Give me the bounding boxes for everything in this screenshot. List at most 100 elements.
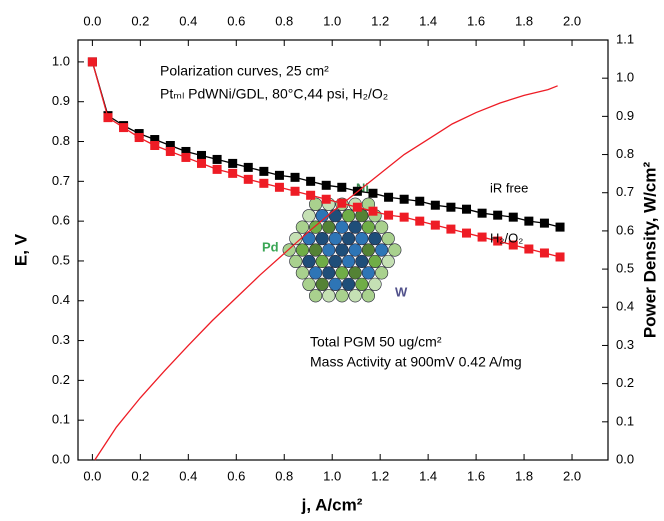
data-point <box>290 186 300 196</box>
atom <box>361 289 376 303</box>
data-point <box>274 182 284 192</box>
nanoparticle-icon <box>282 197 402 303</box>
atom <box>309 197 323 211</box>
data-point <box>524 244 534 254</box>
x2-tick-label: 0.2 <box>131 13 149 28</box>
atom <box>361 220 376 234</box>
y-tick-label: 0.5 <box>52 252 70 267</box>
atom <box>289 254 303 269</box>
y-tick-label: 0.9 <box>52 93 70 108</box>
x-tick-label: 1.2 <box>371 468 389 483</box>
data-point <box>243 174 253 184</box>
x2-tick-label: 0.4 <box>179 13 197 28</box>
x-tick-label: 0.0 <box>83 468 101 483</box>
atom <box>335 266 349 280</box>
x-axis-title: j, A/cm² <box>301 495 363 514</box>
y-tick-label: 0.6 <box>52 213 70 228</box>
x2-tick-label: 2.0 <box>563 13 581 28</box>
atom <box>348 220 362 234</box>
series-label: H₂/O₂ <box>490 230 523 245</box>
x2-tick-label: 0.8 <box>275 13 293 28</box>
atom <box>328 231 343 246</box>
data-point <box>165 146 175 156</box>
atom <box>381 254 395 269</box>
data-point <box>181 146 191 156</box>
data-point <box>274 170 284 180</box>
annotation: Total PGM 50 ug/cm² <box>310 334 442 350</box>
y2-tick-label: 0.2 <box>616 375 634 390</box>
data-point <box>399 194 409 204</box>
atom <box>315 254 329 269</box>
atom <box>322 220 336 234</box>
data-point <box>477 232 487 242</box>
atom <box>361 266 376 280</box>
x-tick-label: 0.6 <box>227 468 245 483</box>
atom <box>315 277 329 291</box>
data-point <box>555 252 565 262</box>
atom <box>348 266 362 280</box>
data-point <box>415 216 425 226</box>
data-point <box>197 150 207 160</box>
atom <box>335 243 349 257</box>
atom <box>355 277 369 291</box>
x-tick-label: 1.8 <box>515 468 533 483</box>
data-point <box>243 162 253 172</box>
data-point <box>165 140 175 150</box>
data-point <box>399 212 409 222</box>
y2-tick-label: 0.5 <box>616 261 634 276</box>
data-point <box>430 220 440 230</box>
atom <box>348 243 362 257</box>
data-point <box>103 113 113 123</box>
data-point <box>415 196 425 206</box>
y-tick-label: 0.1 <box>52 412 70 427</box>
y-tick-label: 0.8 <box>52 133 70 148</box>
atom <box>322 243 336 257</box>
x-tick-label: 0.2 <box>131 468 149 483</box>
atom <box>361 243 376 257</box>
data-point <box>446 202 456 212</box>
data-point <box>493 210 503 220</box>
element-label: Pd <box>262 239 279 254</box>
atom <box>381 231 395 246</box>
atom <box>289 231 303 246</box>
atom <box>388 243 402 257</box>
data-point <box>212 154 222 164</box>
data-point <box>181 152 191 162</box>
x2-tick-label: 0.0 <box>83 13 101 28</box>
data-point <box>384 210 394 220</box>
y2-tick-label: 0.8 <box>616 146 634 161</box>
atom <box>342 277 356 291</box>
data-point <box>430 200 440 210</box>
atom <box>375 266 389 280</box>
x-tick-label: 1.6 <box>467 468 485 483</box>
data-point <box>462 228 472 238</box>
series-label: iR free <box>490 181 528 196</box>
x2-tick-label: 1.2 <box>371 13 389 28</box>
atom <box>342 209 356 223</box>
data-point <box>368 188 378 198</box>
x2-tick-label: 0.6 <box>227 13 245 28</box>
data-point <box>555 222 565 232</box>
data-point <box>337 182 347 192</box>
x-tick-label: 1.0 <box>323 468 341 483</box>
data-point <box>212 164 222 174</box>
atom <box>295 243 310 257</box>
atom <box>342 231 356 246</box>
atom <box>368 277 382 291</box>
x-tick-label: 0.8 <box>275 468 293 483</box>
atom <box>302 209 316 223</box>
data-point <box>446 224 456 234</box>
x-tick-label: 0.4 <box>179 468 197 483</box>
data-point <box>259 178 269 188</box>
data-point <box>493 236 503 246</box>
atom <box>328 254 343 269</box>
y2-tick-label: 0.7 <box>616 184 634 199</box>
element-label: W <box>395 284 408 299</box>
data-point <box>508 212 518 222</box>
data-point <box>508 240 518 250</box>
data-point <box>306 176 316 186</box>
data-point <box>477 208 487 218</box>
plot-frame <box>77 39 609 461</box>
atom <box>355 231 369 246</box>
